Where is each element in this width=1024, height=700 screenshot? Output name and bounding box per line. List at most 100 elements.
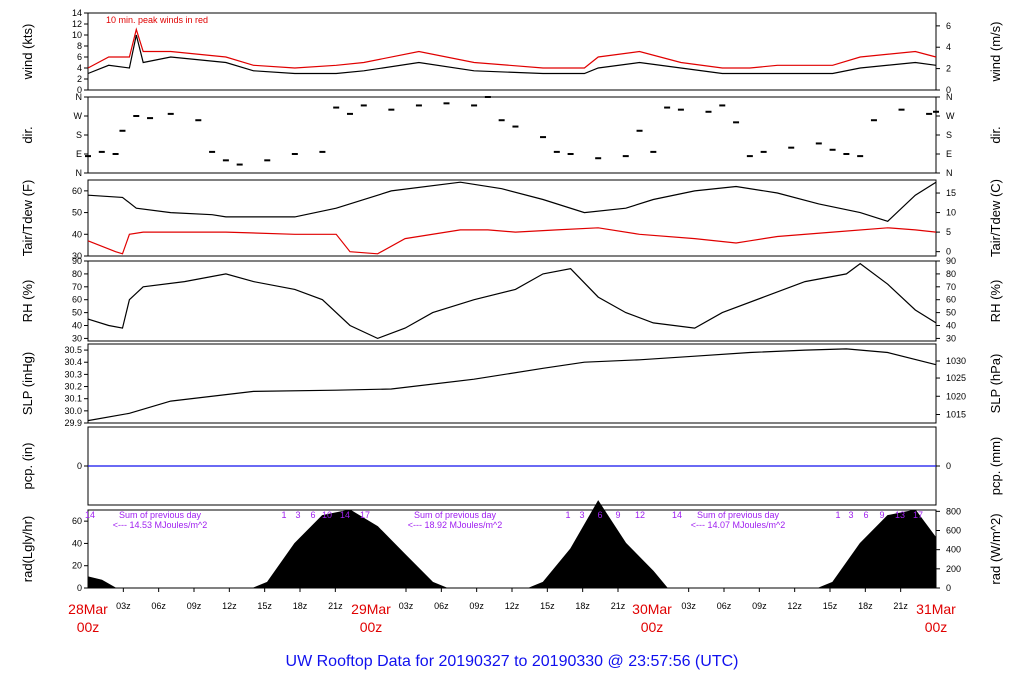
hour-mark: 3 [579, 510, 584, 520]
right-tick-label: 50 [946, 308, 956, 318]
x-day-label-hour: 00z [925, 619, 948, 635]
panel-frame-rh [87, 260, 937, 342]
right-tick-label: 1025 [946, 373, 966, 383]
series-rh-0 [87, 262, 937, 340]
right-tick-label: 5 [946, 227, 951, 237]
series-slp-0 [87, 348, 937, 422]
left-tick-label: 29.9 [64, 418, 82, 428]
x-tick-label: 06z [434, 601, 449, 611]
right-tick-label: 60 [946, 295, 956, 305]
series-wind-1 [87, 27, 937, 69]
x-tick-label: 03z [399, 601, 414, 611]
left-tick-label: 80 [72, 269, 82, 279]
panel-frame-temp [87, 179, 937, 257]
left-tick-label: W [74, 111, 83, 121]
series-rad-0 [87, 500, 937, 589]
right-tick-label: N [946, 92, 953, 102]
hour-mark: 9 [879, 510, 884, 520]
hour-mark: 13 [895, 510, 905, 520]
hour-mark: 9 [615, 510, 620, 520]
left-tick-label: 30.2 [64, 382, 82, 392]
hour-mark: 6 [863, 510, 868, 520]
y-label-left-wind: wind (kts) [20, 24, 35, 81]
x-day-label-date: 30Mar [632, 601, 672, 617]
left-tick-label: 30 [72, 251, 82, 261]
left-tick-label: S [76, 130, 82, 140]
left-tick-label: 60 [72, 516, 82, 526]
left-tick-label: 60 [72, 186, 82, 196]
x-tick-label: 12z [787, 601, 802, 611]
y-label-left-slp: SLP (inHg) [20, 352, 35, 415]
hour-mark: 1 [281, 510, 286, 520]
hour-mark: 6 [310, 510, 315, 520]
left-tick-label: 50 [72, 208, 82, 218]
left-tick-label: 30.5 [64, 345, 82, 355]
x-day-label-date: 28Mar [68, 601, 108, 617]
right-tick-label: 1020 [946, 391, 966, 401]
panel-frame-wind [87, 12, 937, 91]
right-tick-label: 6 [946, 21, 951, 31]
left-tick-label: 30.3 [64, 369, 82, 379]
left-tick-label: N [76, 92, 83, 102]
left-tick-label: 30.0 [64, 406, 82, 416]
left-tick-label: 14 [72, 8, 82, 18]
x-tick-label: 18z [293, 601, 308, 611]
y-label-left-pcp: pcp. (in) [20, 443, 35, 490]
right-tick-label: 600 [946, 526, 961, 536]
left-tick-label: 90 [72, 256, 82, 266]
y-label-right-temp: Tair/Tdew (C) [988, 179, 1003, 257]
left-tick-label: 40 [72, 538, 82, 548]
hour-mark: 14 [672, 510, 682, 520]
hour-mark: 3 [295, 510, 300, 520]
hour-mark: 12 [635, 510, 645, 520]
chart-title: UW Rooftop Data for 20190327 to 20190330… [286, 653, 739, 670]
panel-slp: 29.9 30.0 30.1 30.2 30.3 30.4 30.5 1015 1020 1025… [20, 343, 1003, 428]
left-tick-label: 70 [72, 282, 82, 292]
wind-annotation: 10 min. peak winds in red [106, 15, 208, 25]
right-tick-label: 4 [946, 42, 951, 52]
sum-label-line2: <--- 14.53 MJoules/m^2 [113, 520, 208, 530]
left-tick-label: 30.4 [64, 357, 82, 367]
left-tick-label: 50 [72, 308, 82, 318]
right-tick-label: S [946, 130, 952, 140]
x-tick-label: 12z [222, 601, 237, 611]
x-day-label-date: 31Mar [916, 601, 956, 617]
left-tick-label: 4 [77, 63, 82, 73]
left-tick-label: 0 [77, 583, 82, 593]
left-tick-label: 10 [72, 30, 82, 40]
right-tick-label: 90 [946, 256, 956, 266]
series-temp-0 [87, 181, 937, 222]
panel-pcp: 0 0 pcp. (in) pcp. (mm) [20, 426, 1003, 506]
panel-frame-rad [87, 509, 937, 589]
right-tick-label: W [946, 111, 955, 121]
left-tick-label: 30 [72, 333, 82, 343]
right-tick-label: 400 [946, 545, 961, 555]
hour-mark: 3 [848, 510, 853, 520]
x-tick-label: 12z [505, 601, 520, 611]
panel-frame-slp [87, 343, 937, 424]
x-tick-label: 21z [328, 601, 343, 611]
hour-mark: 1 [835, 510, 840, 520]
right-tick-label: 40 [946, 321, 956, 331]
panel-frame-dir [87, 96, 937, 174]
series-temp-1 [87, 227, 937, 255]
y-label-right-rh: RH (%) [988, 280, 1003, 323]
left-tick-label: 0 [77, 85, 82, 95]
y-label-right-dir: dir. [988, 126, 1003, 143]
series-dir-0 [85, 96, 939, 166]
x-tick-label: 15z [540, 601, 555, 611]
left-tick-label: 12 [72, 19, 82, 29]
right-tick-label: 15 [946, 188, 956, 198]
y-label-right-rad: rad (W/m^2) [988, 513, 1003, 584]
x-tick-label: 03z [681, 601, 696, 611]
left-tick-label: 40 [72, 321, 82, 331]
hour-mark: 17 [360, 510, 370, 520]
x-tick-label: 03z [116, 601, 131, 611]
y-label-left-rad: rad(Lgly/hr) [20, 516, 35, 582]
right-tick-label: 2 [946, 64, 951, 74]
hour-mark: 17 [913, 510, 923, 520]
left-tick-label: 20 [72, 561, 82, 571]
left-tick-label: 40 [72, 229, 82, 239]
